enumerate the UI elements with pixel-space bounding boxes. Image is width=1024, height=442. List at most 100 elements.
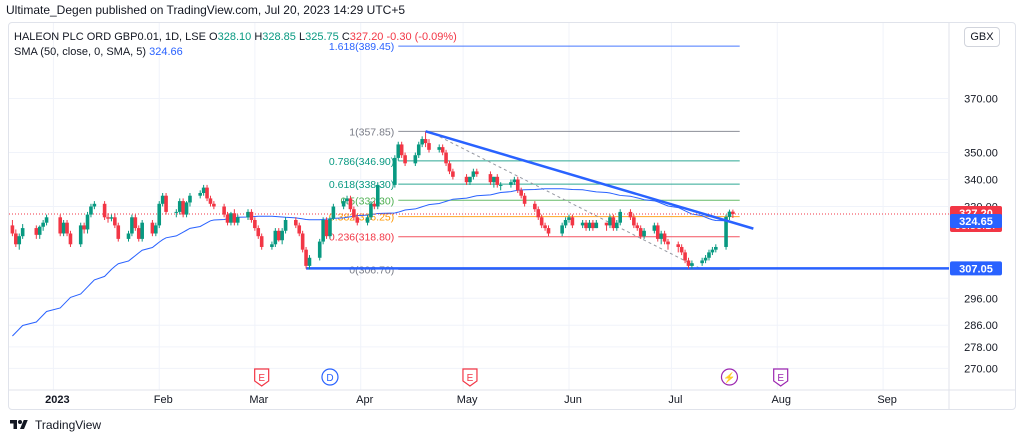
change-percent: (-0.09%) [414, 31, 457, 43]
candle-body [512, 179, 517, 183]
candle-body [618, 211, 622, 223]
candle-body [451, 171, 455, 177]
currency-button[interactable]: GBX [964, 27, 1000, 47]
x-tick-label: Jun [564, 394, 582, 406]
future_earnings-marker-label: E [777, 373, 784, 384]
candle-body [297, 225, 302, 234]
candle-body [375, 184, 380, 207]
candle-body [707, 252, 711, 258]
candle-body [727, 211, 732, 218]
x-tick-label: Apr [356, 394, 373, 406]
symbol-title[interactable]: HALEON PLC ORD GBP0.01, 1D, LSE [14, 31, 206, 43]
candle-body [724, 217, 728, 247]
candle-body [177, 201, 182, 212]
candle-body [58, 217, 63, 234]
candle-body [731, 211, 735, 215]
candle-body [522, 195, 527, 204]
chart-legend: HALEON PLC ORD GBP0.01, 1D, LSE O328.10 … [14, 30, 457, 60]
candle-body [655, 225, 660, 239]
low-value: 325.75 [305, 31, 339, 43]
candle-body [614, 222, 619, 229]
x-tick-label: Jul [668, 394, 682, 406]
fib-level-label: 0.382(326.25) [329, 212, 394, 224]
low-label: L [298, 31, 306, 43]
candle-body [642, 230, 646, 237]
candle-body [492, 176, 496, 183]
horizontal-line-badge-value: 307.05 [959, 263, 993, 275]
candle-body [34, 228, 39, 235]
x-tick-label: May [457, 394, 478, 406]
candle-body [78, 225, 83, 245]
x-tick-label: 2023 [45, 394, 69, 406]
candle-body [256, 228, 261, 237]
sma-badge-value: 324.65 [959, 216, 993, 228]
dividend-marker [321, 368, 339, 386]
candle-body [474, 171, 479, 175]
y-tick-label: 286.00 [964, 320, 998, 332]
earnings-marker-label: E [467, 373, 474, 384]
candle-body [37, 226, 42, 235]
candle-body [246, 211, 250, 218]
candle-body [259, 236, 264, 247]
candle-body [471, 171, 476, 177]
candle-body [321, 219, 325, 242]
candle-body [683, 252, 687, 261]
candle-body [539, 217, 544, 226]
candle-body [154, 225, 158, 234]
candle-body [157, 203, 162, 226]
fib-level-label: 0.236(318.80) [329, 232, 394, 244]
candle-body [437, 147, 442, 150]
candle-body [331, 206, 336, 219]
candle-body [703, 257, 708, 261]
candle-body [679, 246, 684, 253]
footer: TradingView [8, 418, 101, 432]
candle-body [140, 222, 144, 239]
candle-body [232, 213, 237, 223]
candle-body [273, 230, 278, 245]
dividend-marker-label: D [326, 373, 333, 384]
candle-body [294, 219, 298, 226]
candle-body [369, 203, 373, 218]
sma-badge [950, 213, 1002, 228]
candle-body [403, 155, 407, 164]
candle-body [160, 195, 165, 204]
candle-body [212, 203, 216, 207]
candle-body [85, 214, 90, 230]
candle-body [276, 230, 281, 241]
tradingview-logo-icon [10, 420, 28, 429]
candle-body [413, 155, 418, 164]
candle-body [61, 222, 66, 234]
y-tick-label: 370.00 [964, 94, 998, 106]
sma-label[interactable]: SMA (50, close, 0, SMA, 5) [14, 46, 147, 58]
candle-body [324, 219, 329, 237]
candle-body [198, 193, 203, 196]
candle-body [44, 217, 49, 223]
candle-body [632, 217, 636, 226]
candle-body [188, 195, 192, 203]
x-tick-label: Sep [877, 394, 897, 406]
candle-body [420, 139, 424, 145]
candle-body [89, 206, 93, 215]
fib-level-label: 0.618(338.30) [329, 179, 394, 191]
candle-body [113, 217, 117, 226]
candle-body [181, 201, 185, 215]
candle-body [584, 222, 588, 229]
candle-body [20, 228, 25, 237]
candle-body [92, 203, 97, 207]
earnings-marker [254, 368, 270, 387]
footer-brand: TradingView [35, 418, 102, 432]
candle-body [304, 249, 308, 266]
candle-body [126, 233, 131, 239]
y-tick-label: 350.00 [964, 148, 998, 160]
close-label: C [341, 31, 350, 43]
candle-body [628, 211, 633, 218]
candle-body [328, 218, 332, 237]
candle-body [14, 233, 18, 245]
x-tick-label: Aug [771, 394, 791, 406]
candle-body [468, 176, 472, 183]
chart-frame [8, 22, 1016, 410]
x-tick-label: Mar [249, 394, 268, 406]
candle-body [41, 222, 45, 227]
fib-level-label: 0.786(346.90) [329, 156, 394, 168]
